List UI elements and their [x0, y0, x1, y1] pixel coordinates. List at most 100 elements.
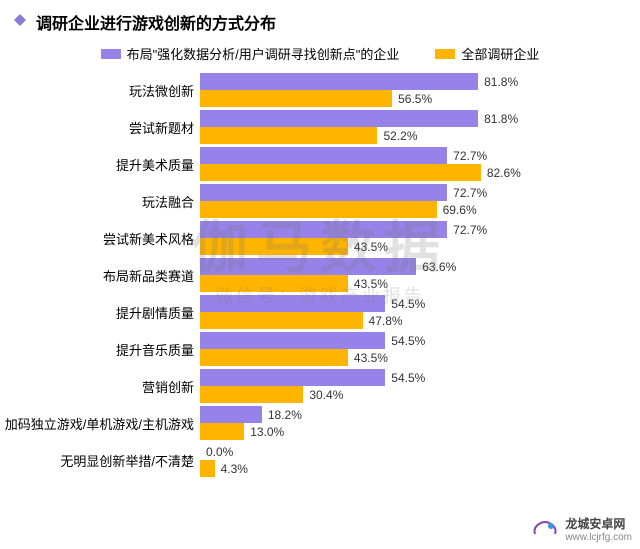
- bar-group: 72.7%43.5%: [200, 221, 600, 255]
- bar-series1: [200, 332, 385, 349]
- legend-label: 全部调研企业: [461, 44, 539, 63]
- legend-item-series1: 布局"强化数据分析/用户调研寻找创新点"的企业: [101, 44, 400, 63]
- category-label: 玩法微创新: [0, 81, 200, 100]
- bar-series2: [200, 90, 392, 107]
- value-label: 13.0%: [250, 425, 284, 439]
- footer-text: 龙城安卓网 www.lcjrfg.com: [565, 515, 632, 543]
- legend: 布局"强化数据分析/用户调研寻找创新点"的企业 全部调研企业: [0, 40, 640, 73]
- value-label: 82.6%: [487, 166, 521, 180]
- bar-group: 72.7%82.6%: [200, 147, 600, 181]
- bar-wrap: 81.8%: [200, 73, 600, 90]
- bar-wrap: 43.5%: [200, 238, 600, 255]
- bar-wrap: 81.8%: [200, 110, 600, 127]
- value-label: 47.8%: [369, 314, 403, 328]
- value-label: 43.5%: [354, 277, 388, 291]
- bar-series1: [200, 110, 478, 127]
- value-label: 72.7%: [453, 223, 487, 237]
- bar-series2: [200, 386, 303, 403]
- bar-wrap: 47.8%: [200, 312, 600, 329]
- value-label: 81.8%: [484, 75, 518, 89]
- bar-wrap: 13.0%: [200, 423, 600, 440]
- bar-wrap: 54.5%: [200, 295, 600, 312]
- category-label: 布局新品类赛道: [0, 266, 200, 285]
- value-label: 54.5%: [391, 297, 425, 311]
- value-label: 18.2%: [268, 408, 302, 422]
- value-label: 56.5%: [398, 92, 432, 106]
- value-label: 72.7%: [453, 186, 487, 200]
- category-label: 尝试新美术风格: [0, 229, 200, 248]
- value-label: 54.5%: [391, 334, 425, 348]
- chart-row: 加码独立游戏/单机游戏/主机游戏18.2%13.0%: [0, 406, 600, 440]
- footer-brand: 龙城安卓网: [565, 515, 632, 532]
- bar-wrap: 72.7%: [200, 221, 600, 238]
- bar-wrap: 54.5%: [200, 369, 600, 386]
- category-label: 营销创新: [0, 377, 200, 396]
- bar-series1: [200, 406, 262, 423]
- bar-group: 18.2% 13.0%: [200, 406, 600, 440]
- bar-series1: [200, 73, 478, 90]
- legend-swatch-icon: [101, 49, 121, 59]
- bar-series2: [200, 312, 363, 329]
- legend-swatch-icon: [435, 49, 455, 59]
- footer-url: www.lcjrfg.com: [565, 532, 632, 543]
- value-label: 81.8%: [484, 112, 518, 126]
- chart-area: 玩法微创新 81.8% 56.5% 尝试新题材 81.8% 52.2% 提升美术质量72.7…: [0, 73, 640, 477]
- chart-row: 提升音乐质量54.5%43.5%: [0, 332, 600, 366]
- category-label: 提升音乐质量: [0, 340, 200, 359]
- bar-series2: [200, 460, 215, 477]
- bar-series2: [200, 238, 348, 255]
- category-label: 尝试新题材: [0, 118, 200, 137]
- bar-series2: [200, 349, 348, 366]
- bar-series2: [200, 275, 348, 292]
- bar-series1: [200, 369, 385, 386]
- chart-row: 尝试新美术风格72.7%43.5%: [0, 221, 600, 255]
- value-label: 52.2%: [383, 129, 417, 143]
- bar-series1: [200, 221, 447, 238]
- bar-wrap: 72.7%: [200, 184, 600, 201]
- chart-row: 提升美术质量72.7%82.6%: [0, 147, 600, 181]
- bar-wrap: 43.5%: [200, 349, 600, 366]
- bar-wrap: 69.6%: [200, 201, 600, 218]
- bar-wrap: 72.7%: [200, 147, 600, 164]
- category-label: 提升剧情质量: [0, 303, 200, 322]
- bar-group: 0.0% 4.3%: [200, 443, 600, 477]
- title-bullet-icon: [14, 13, 26, 31]
- bar-wrap: 63.6%: [200, 258, 600, 275]
- bar-group: 54.5% 30.4%: [200, 369, 600, 403]
- chart-title: 调研企业进行游戏创新的方式分布: [36, 10, 276, 34]
- bar-wrap: 82.6%: [200, 164, 600, 181]
- footer: 龙城安卓网 www.lcjrfg.com: [531, 515, 632, 543]
- chart-row: 玩法微创新 81.8% 56.5%: [0, 73, 600, 107]
- bar-group: 72.7% 69.6%: [200, 184, 600, 218]
- bar-group: 63.6% 43.5%: [200, 258, 600, 292]
- bar-wrap: 18.2%: [200, 406, 600, 423]
- chart-row: 尝试新题材 81.8% 52.2%: [0, 110, 600, 144]
- value-label: 69.6%: [443, 203, 477, 217]
- bar-series2: [200, 201, 437, 218]
- value-label: 30.4%: [309, 388, 343, 402]
- chart-row: 布局新品类赛道63.6% 43.5%: [0, 258, 600, 292]
- bar-series1: [200, 184, 447, 201]
- chart-row: 玩法融合72.7%69.6%: [0, 184, 600, 218]
- footer-logo-icon: [531, 516, 559, 543]
- bar-series1: [200, 258, 416, 275]
- legend-item-series2: 全部调研企业: [435, 44, 539, 63]
- bar-group: 81.8% 56.5%: [200, 73, 600, 107]
- value-label: 72.7%: [453, 149, 487, 163]
- bar-wrap: 52.2%: [200, 127, 600, 144]
- value-label: 4.3%: [221, 462, 248, 476]
- value-label: 54.5%: [391, 371, 425, 385]
- value-label: 43.5%: [354, 351, 388, 365]
- bar-series2: [200, 127, 377, 144]
- bar-group: 81.8% 52.2%: [200, 110, 600, 144]
- title-row: 调研企业进行游戏创新的方式分布: [0, 0, 640, 40]
- value-label: 0.0%: [206, 445, 233, 459]
- bar-group: 54.5%43.5%: [200, 332, 600, 366]
- bar-wrap: 30.4%: [200, 386, 600, 403]
- bar-series2: [200, 423, 244, 440]
- bar-series1: [200, 147, 447, 164]
- chart-row: 提升剧情质量 54.5% 47.8%: [0, 295, 600, 329]
- bar-wrap: 56.5%: [200, 90, 600, 107]
- chart-container: 调研企业进行游戏创新的方式分布 布局"强化数据分析/用户调研寻找创新点"的企业 …: [0, 0, 640, 549]
- category-label: 无明显创新举措/不清楚: [0, 451, 200, 470]
